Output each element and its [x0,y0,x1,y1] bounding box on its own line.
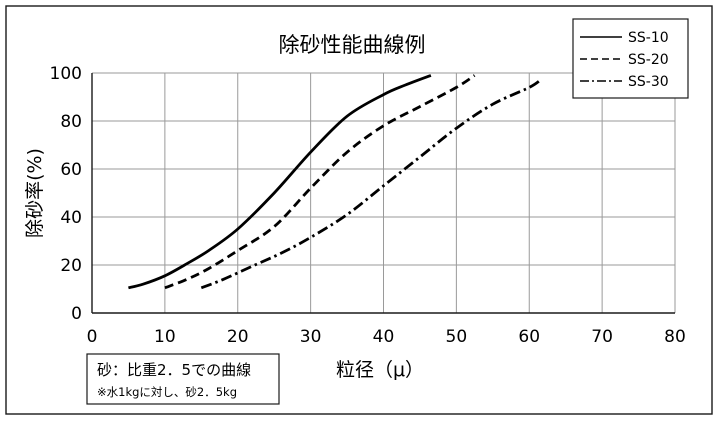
y-axis-label: 除砂率(%) [24,148,46,238]
series-line-ss-30 [200,79,542,290]
y-tick-label: 60 [60,160,82,180]
x-tick-label: 80 [664,327,686,347]
annotation-line-1: 砂：比重2．5での曲線 [97,361,251,379]
x-tick-label: 60 [518,327,540,347]
series-line-ss-10 [128,74,432,290]
x-tick-label: 40 [373,327,395,347]
x-tick-label: 70 [591,327,613,347]
legend-label-ss-20: SS-20 [628,52,669,68]
annotation-line-2: ※水1kgに対し、砂2．5kg [97,385,237,399]
y-tick-label: 40 [60,208,82,228]
y-tick-label: 0 [71,304,82,324]
x-tick-label: 50 [446,327,468,347]
y-tick-label: 80 [60,112,82,132]
axes: 0 20 40 60 80 100 0 10 20 30 40 50 60 70 80 [50,64,686,347]
annotation-box: 砂：比重2．5での曲線 ※水1kgに対し、砂2．5kg [86,353,280,405]
y-tick-label: 20 [60,256,82,276]
legend-label-ss-10: SS-10 [628,30,669,46]
y-tick-label: 100 [50,64,82,84]
x-axis-label: 粒径（μ） [336,359,424,381]
series-line-ss-20 [164,74,476,290]
x-tick-label: 30 [300,327,322,347]
series-group [128,74,542,290]
x-tick-label: 0 [87,327,98,347]
x-tick-label: 10 [154,327,176,347]
x-tick-label: 20 [227,327,249,347]
chart-title: 除砂性能曲線例 [279,33,426,57]
annotation-frame [86,353,280,405]
legend: SS-10 SS-20 SS-30 [572,18,689,99]
legend-label-ss-30: SS-30 [628,74,669,90]
